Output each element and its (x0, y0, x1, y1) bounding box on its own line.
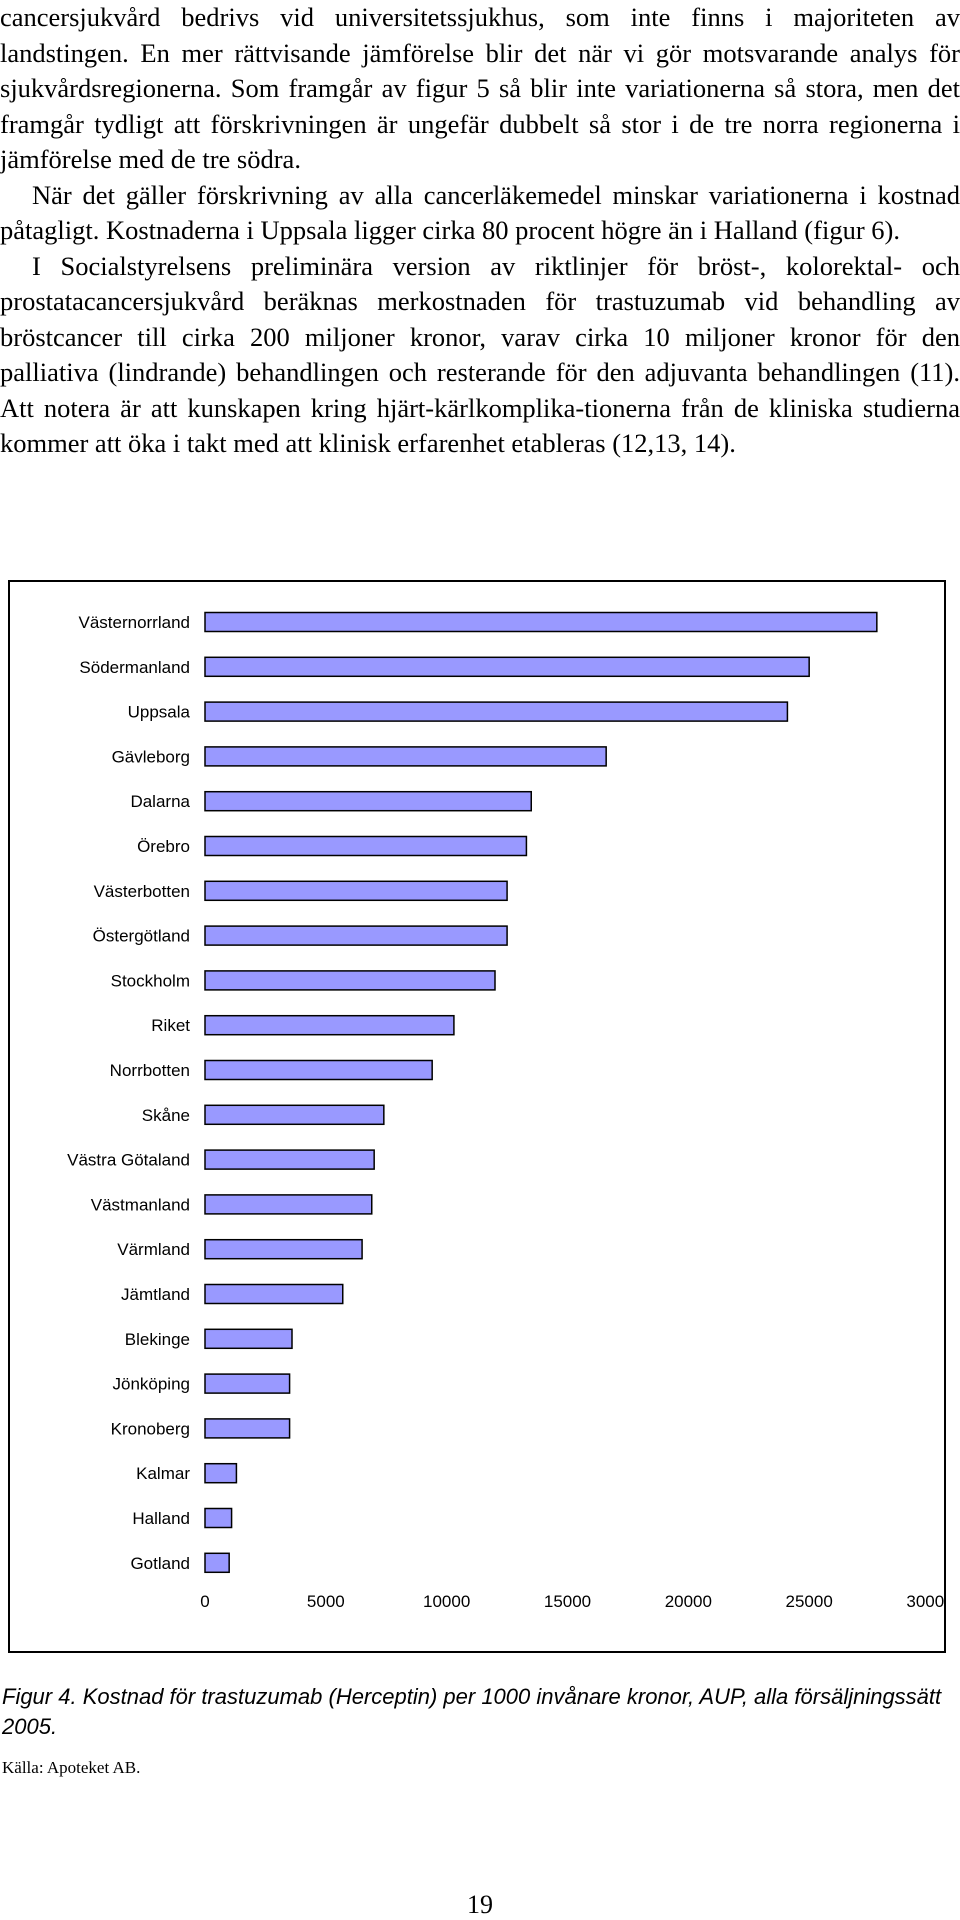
bar (204, 1283, 344, 1305)
category-label: Västra Götaland (67, 1151, 190, 1170)
category-label: Örebro (137, 837, 190, 856)
category-label: Kalmar (136, 1464, 190, 1483)
bar (204, 970, 496, 991)
bar (204, 925, 508, 946)
body-text: cancersjukvård bedrivs vid universitetss… (0, 0, 960, 462)
bar (204, 1552, 230, 1574)
bar-chart: Västernorrland Södermanland Uppsala Gävlebo… (67, 611, 944, 1611)
bar (204, 1014, 455, 1036)
category-label: Jämtland (121, 1285, 190, 1304)
category-label: Jönköping (112, 1375, 190, 1394)
page-number: 19 (467, 1890, 493, 1919)
x-tick-label: 15000 (544, 1592, 591, 1611)
category-label: Blekinge (125, 1330, 190, 1349)
paragraph: När det gäller förskrivning av alla canc… (0, 179, 960, 246)
bar (204, 1149, 375, 1170)
category-label: Västernorrland (78, 613, 190, 632)
category-label: Södermanland (79, 658, 190, 677)
x-tick-label: 10000 (423, 1592, 470, 1611)
x-tick-label: 20000 (665, 1592, 712, 1611)
category-label: Norrbotten (110, 1061, 190, 1080)
x-tick-label: 5000 (307, 1592, 345, 1611)
figure-caption: Figur 4. Kostnad för trastuzumab (Hercep… (2, 1684, 942, 1739)
category-label: Gotland (130, 1554, 190, 1573)
x-tick-label: 30000 (906, 1592, 944, 1611)
category-label: Dalarna (130, 792, 190, 811)
category-label: Skåne (142, 1106, 190, 1125)
category-label: Värmland (117, 1240, 190, 1259)
bar (204, 1507, 233, 1529)
bar (204, 1462, 238, 1484)
category-label: Gävleborg (112, 747, 190, 766)
bar (204, 790, 532, 812)
bar (204, 880, 508, 902)
category-label: Östergötland (93, 927, 190, 946)
category-label: Uppsala (128, 703, 191, 722)
bar (204, 1238, 363, 1260)
paragraph: cancersjukvård bedrivs vid universitetss… (0, 2, 960, 174)
category-label: Riket (151, 1016, 190, 1035)
source-note: Källa: Apoteket AB. (2, 1758, 141, 1777)
paragraph: I Socialstyrelsens preliminära version a… (0, 250, 960, 459)
category-label: Stockholm (111, 971, 190, 990)
category-label: Halland (132, 1509, 190, 1528)
bar (204, 701, 789, 722)
bar (204, 1418, 291, 1439)
bar (204, 1104, 385, 1126)
chart-frame: Västernorrland Södermanland Uppsala Gävlebo… (8, 580, 946, 1653)
bar (204, 746, 607, 767)
bar (204, 1194, 373, 1215)
bar (204, 1373, 291, 1394)
category-label: Västerbotten (94, 882, 190, 901)
category-label: Kronoberg (111, 1419, 190, 1438)
x-tick-label: 25000 (786, 1592, 833, 1611)
bar (204, 656, 810, 678)
bar (204, 835, 528, 857)
x-tick-label: 0 (200, 1592, 209, 1611)
bar (204, 1059, 433, 1081)
category-label: Västmanland (91, 1195, 190, 1214)
bar (204, 611, 878, 633)
bar (204, 1328, 293, 1350)
